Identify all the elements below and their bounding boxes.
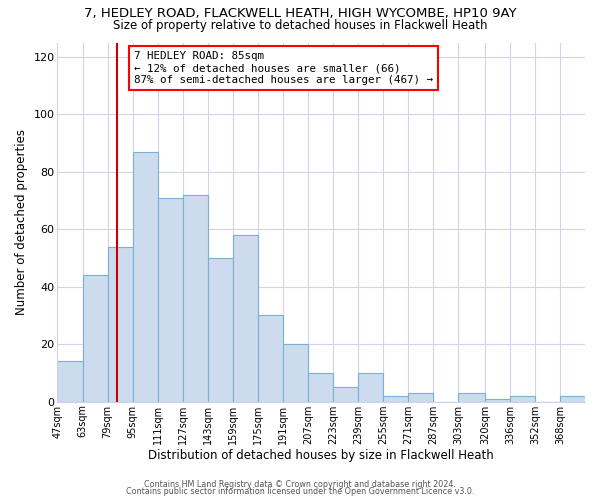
Bar [233,235,258,402]
Bar [258,316,283,402]
Y-axis label: Number of detached properties: Number of detached properties [15,129,28,315]
Bar [107,246,133,402]
Bar [510,396,535,402]
Text: Size of property relative to detached houses in Flackwell Heath: Size of property relative to detached ho… [113,19,487,32]
Bar [158,198,182,402]
Bar [133,152,158,402]
Bar [58,362,83,402]
Bar [182,195,208,402]
Bar [83,275,107,402]
Text: 7 HEDLEY ROAD: 85sqm
← 12% of detached houses are smaller (66)
87% of semi-detac: 7 HEDLEY ROAD: 85sqm ← 12% of detached h… [134,52,433,84]
Bar [208,258,233,402]
X-axis label: Distribution of detached houses by size in Flackwell Heath: Distribution of detached houses by size … [148,450,494,462]
Bar [458,393,485,402]
Text: Contains HM Land Registry data © Crown copyright and database right 2024.: Contains HM Land Registry data © Crown c… [144,480,456,489]
Bar [333,388,358,402]
Bar [560,396,585,402]
Bar [308,373,333,402]
Bar [358,373,383,402]
Bar [383,396,408,402]
Bar [283,344,308,402]
Text: 7, HEDLEY ROAD, FLACKWELL HEATH, HIGH WYCOMBE, HP10 9AY: 7, HEDLEY ROAD, FLACKWELL HEATH, HIGH WY… [83,8,517,20]
Text: Contains public sector information licensed under the Open Government Licence v3: Contains public sector information licen… [126,487,474,496]
Bar [408,393,433,402]
Bar [485,399,510,402]
